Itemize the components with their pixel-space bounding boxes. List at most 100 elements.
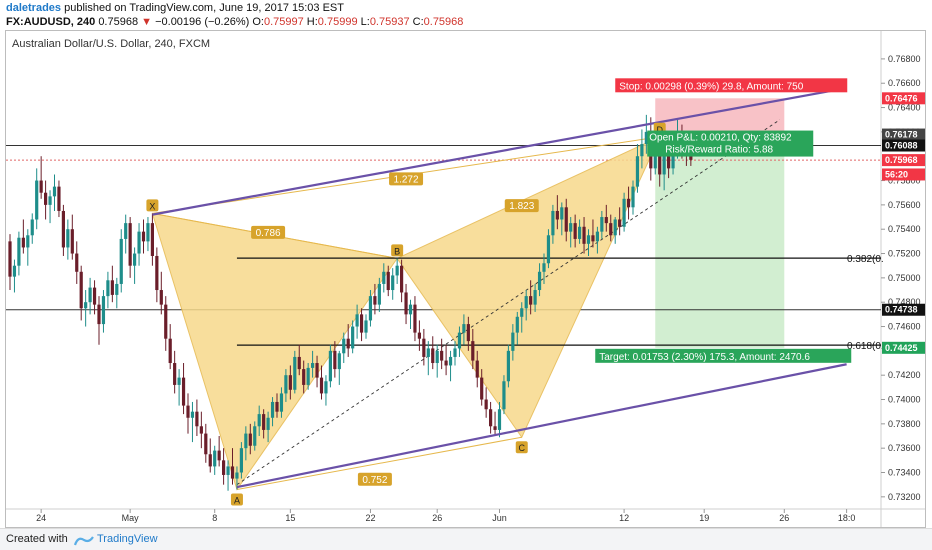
- candle-body: [613, 219, 617, 236]
- price-tick-label: 0.73800: [888, 419, 921, 429]
- ratio-label: 1.823: [509, 201, 534, 212]
- tradingview-logo-icon: [73, 535, 94, 549]
- candle-body: [297, 356, 301, 370]
- candle-body: [195, 411, 199, 427]
- candle-body: [324, 381, 328, 394]
- candle-body: [413, 304, 417, 333]
- tradingview-brand[interactable]: TradingView: [97, 533, 158, 545]
- price-tick-label: 0.73200: [888, 492, 921, 502]
- chart-header: daletrades published on TradingView.com,…: [0, 0, 932, 30]
- high-value: 0.75999: [317, 16, 358, 28]
- candle-body: [173, 363, 177, 385]
- candle-body: [667, 156, 671, 169]
- channel-line[interactable]: [152, 87, 847, 216]
- price-tag-label: 56:20: [885, 169, 908, 179]
- candle-body: [382, 271, 386, 284]
- candle-body: [306, 367, 310, 385]
- dashed-trend-line[interactable]: [236, 119, 781, 486]
- candle-body: [288, 375, 292, 390]
- candle-body: [493, 426, 497, 430]
- candle-body: [586, 235, 591, 244]
- candle-body: [626, 198, 631, 208]
- candle-body: [595, 231, 599, 242]
- candle-body: [404, 292, 408, 315]
- candle-body: [213, 450, 217, 467]
- candle-body: [181, 377, 186, 406]
- price-tag-label: 0.76476: [885, 93, 918, 103]
- candle-body: [582, 226, 586, 244]
- pattern-point-b: B: [394, 246, 400, 256]
- candle-body: [248, 433, 252, 446]
- pattern-bcd-triangle[interactable]: [396, 135, 661, 439]
- candle-body: [88, 287, 92, 303]
- candle-body: [21, 237, 25, 248]
- candle-body: [244, 433, 248, 449]
- candle-body: [35, 180, 39, 220]
- candle-body: [70, 229, 74, 254]
- candle-body: [689, 156, 693, 160]
- price-tick-label: 0.73400: [888, 468, 921, 478]
- candle-body: [284, 375, 288, 394]
- candle-body: [515, 316, 519, 333]
- candle-body: [662, 156, 666, 175]
- candle-body: [497, 409, 502, 430]
- candle-body: [275, 401, 279, 412]
- candle-body: [52, 186, 57, 197]
- time-tick-label: 26: [779, 513, 789, 523]
- open-label: O:: [252, 16, 264, 28]
- price-tick-label: 0.75600: [888, 200, 921, 210]
- candle-body: [128, 223, 132, 266]
- price-tag-box: [882, 303, 925, 316]
- price-tick-label: 0.74000: [888, 395, 921, 405]
- price-chart[interactable]: Australian Dollar/U.S. Dollar, 240, FXCM…: [6, 31, 925, 527]
- candle-body: [471, 341, 475, 361]
- down-arrow-icon: ▼: [141, 16, 153, 28]
- candle-body: [146, 223, 150, 242]
- candle-body: [133, 253, 137, 266]
- target-zone: [655, 134, 785, 348]
- candle-body: [533, 290, 537, 305]
- price-tag-box: [882, 128, 925, 141]
- candle-body: [480, 377, 484, 400]
- ratio-badge: [389, 172, 424, 186]
- candle-body: [489, 409, 493, 427]
- time-tick-label: 18:0: [838, 513, 856, 523]
- candle-body: [177, 377, 181, 385]
- ratio-label: 0.752: [362, 475, 387, 486]
- candle-body: [208, 454, 212, 467]
- candle-body: [417, 332, 421, 339]
- candle-body: [186, 405, 190, 418]
- time-tick-label: 24: [36, 513, 46, 523]
- candle-body: [168, 338, 172, 364]
- candle-body: [435, 350, 439, 364]
- candle-body: [333, 350, 337, 370]
- candle-body: [311, 363, 315, 368]
- created-with-text: Created with: [6, 533, 68, 545]
- price-tag-label: 0.76178: [885, 130, 918, 140]
- pattern-point-badge: [391, 244, 404, 257]
- candle-body: [39, 180, 43, 193]
- price-tag-box: [882, 139, 925, 152]
- candle-body: [395, 265, 399, 276]
- candle-body: [279, 393, 284, 412]
- candle-body: [137, 231, 141, 254]
- author-link[interactable]: daletrades: [6, 2, 62, 14]
- candle-body: [226, 466, 230, 475]
- chart-frame[interactable]: Australian Dollar/U.S. Dollar, 240, FXCM…: [5, 30, 926, 528]
- channel-line[interactable]: [236, 363, 847, 489]
- candle-body: [57, 186, 61, 211]
- price-tick-label: 0.76600: [888, 78, 921, 88]
- candle-body: [217, 450, 221, 461]
- pattern-xab-triangle[interactable]: [151, 212, 399, 491]
- candle-body: [302, 369, 306, 385]
- price-tag-label: 0.76088: [885, 141, 918, 151]
- candle-body: [475, 360, 479, 378]
- candle-body: [110, 280, 114, 295]
- candle-body: [555, 210, 559, 220]
- pattern-point-c: C: [519, 443, 526, 453]
- pattern-point-badge: [230, 493, 243, 506]
- candle-body: [622, 198, 626, 227]
- candle-body: [368, 296, 373, 321]
- candle-body: [79, 271, 83, 309]
- candle-body: [386, 271, 390, 291]
